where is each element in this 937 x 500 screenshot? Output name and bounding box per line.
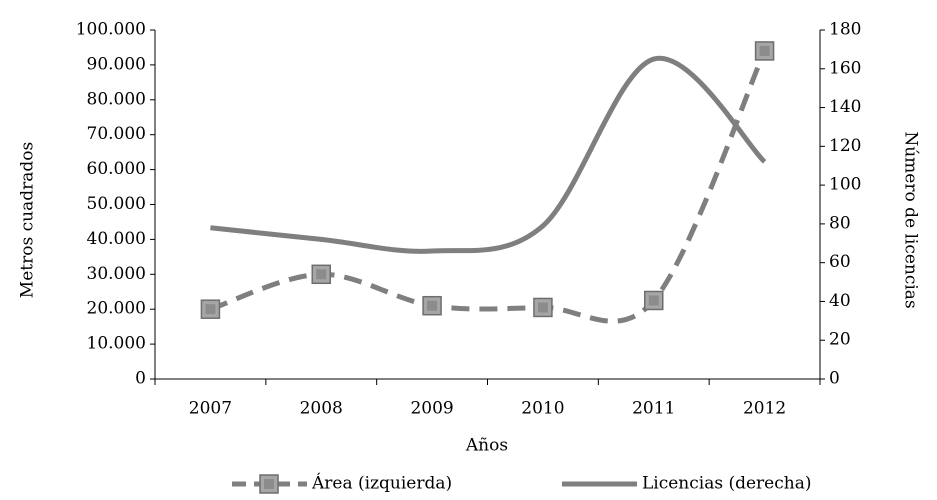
y-tick-label: 50.000: [87, 194, 146, 214]
y2-tick-label: 140: [829, 97, 861, 117]
y-tick-label: 0: [135, 369, 146, 389]
x-tick-label: 2012: [743, 399, 786, 419]
series-line: [209, 49, 767, 324]
y-tick-label: 70.000: [87, 124, 146, 144]
y-axis-title: Metros cuadrados: [18, 142, 38, 298]
point-marker-inner: [648, 295, 659, 306]
x-axis-title: Años: [465, 436, 508, 456]
y2-tick-label: 20: [829, 330, 851, 350]
series-line: [210, 55, 767, 254]
point-marker-inner: [205, 304, 216, 315]
y-tick-label: 60.000: [87, 159, 146, 179]
y-tick-label: 40.000: [87, 229, 146, 249]
x-tick-label: 2009: [410, 399, 453, 419]
point-marker-inner: [537, 302, 548, 313]
y-tick-label: 90.000: [87, 54, 146, 74]
y2-tick-label: 100: [829, 175, 861, 195]
y2-tick-label: 160: [829, 58, 861, 78]
y2-tick-label: 60: [829, 252, 851, 272]
y2-axis-title: Número de licencias: [901, 131, 921, 308]
y2-tick-label: 0: [829, 369, 840, 389]
y-tick-label: 100.000: [76, 20, 146, 40]
legend-label: Licencias (derecha): [642, 474, 811, 494]
x-tick-label: 2007: [189, 399, 232, 419]
y-tick-label: 20.000: [87, 299, 146, 319]
y2-tick-label: 120: [829, 136, 861, 156]
legend-marker-inner: [264, 479, 274, 489]
x-tick-label: 2008: [300, 399, 343, 419]
y-tick-label: 30.000: [87, 264, 146, 284]
legend-label: Área (izquierda): [311, 473, 452, 494]
y2-tick-label: 40: [829, 291, 851, 311]
point-marker-inner: [759, 45, 770, 56]
x-tick-label: 2010: [521, 399, 564, 419]
point-marker-inner: [427, 300, 438, 311]
point-marker-inner: [316, 269, 327, 280]
y2-tick-label: 80: [829, 213, 851, 233]
y2-tick-label: 180: [829, 20, 861, 40]
y-tick-label: 80.000: [87, 89, 146, 109]
x-tick-label: 2011: [632, 399, 675, 419]
y-tick-label: 10.000: [87, 334, 146, 354]
